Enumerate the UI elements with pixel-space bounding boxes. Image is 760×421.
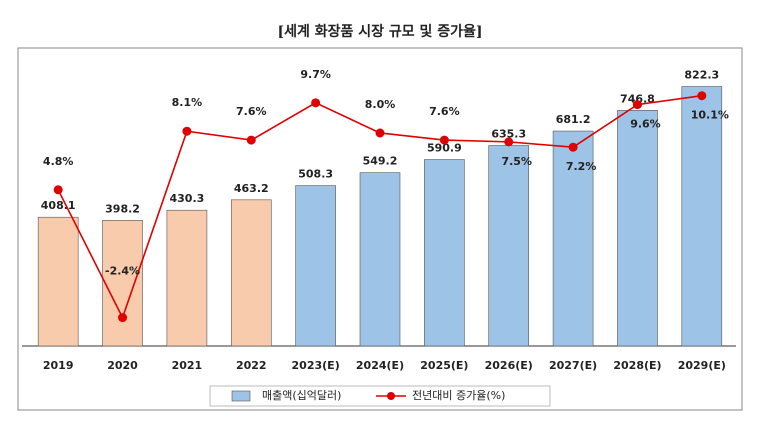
growth-label: 8.1% [172,96,203,109]
growth-label: 7.6% [236,105,267,118]
bar [359,172,401,347]
growth-point [53,185,63,195]
bar-value-label: 822.3 [684,69,719,82]
growth-point [697,91,707,101]
bar-value-label: 398.2 [105,202,140,215]
legend: 매출액(십억달러) 전년대비 증가율(%) [209,385,551,407]
growth-point [311,98,321,108]
growth-label: 4.8% [43,155,74,168]
bar [681,86,723,347]
x-tick-label: 2022 [236,359,267,372]
growth-point [568,142,578,152]
bar [166,209,208,347]
x-tick-label: 2019 [43,359,74,372]
legend-label: 전년대비 증가율(%) [412,389,505,402]
x-tick-label: 2023(E) [292,359,340,372]
growth-label: 7.5% [501,155,532,168]
bar-value-label: 508.3 [298,168,333,181]
growth-point [246,135,256,145]
x-tick-label: 2029(E) [678,359,726,372]
growth-point [118,313,128,323]
bar-value-label: 681.2 [556,113,591,126]
plot-frame [17,47,743,411]
x-tick-label: 2027(E) [549,359,597,372]
bar [37,216,79,347]
x-tick-label: 2026(E) [485,359,533,372]
growth-label: 9.7% [300,68,331,81]
legend-swatch [387,392,395,400]
chart-title: [세계 화장품 시장 규모 및 증가율] [277,23,482,40]
bar-value-label: 430.3 [170,192,205,205]
bar-value-label: 590.9 [427,142,462,155]
legend-label: 매출액(십억달러) [262,389,341,402]
growth-label: 8.0% [365,98,396,111]
growth-point [504,137,514,147]
legend-frame [209,385,551,407]
bar [424,159,465,347]
growth-point [439,135,449,145]
bar-value-label: 635.3 [491,128,526,141]
x-tick-label: 2025(E) [420,359,468,372]
x-tick-label: 2020 [107,359,138,372]
growth-label: 7.2% [566,160,597,173]
bar-value-label: 463.2 [234,182,269,195]
growth-label: -2.4% [105,265,140,278]
bar [230,199,272,347]
bar-value-label: 746.8 [620,92,655,105]
x-tick-label: 2021 [172,359,203,372]
growth-label: 9.6% [630,118,661,131]
bar [617,110,658,347]
bar [488,145,530,347]
bar [102,220,143,347]
x-tick-label: 2028(E) [613,359,661,372]
bar-value-label: 549.2 [363,155,398,168]
x-tick-label: 2024(E) [356,359,404,372]
growth-point [375,128,385,138]
growth-label: 10.1% [691,109,729,122]
growth-point [632,100,642,110]
bar [295,185,336,347]
legend-swatch [231,390,251,402]
growth-point [182,126,192,136]
bar [552,130,594,347]
growth-label: 7.6% [429,105,460,118]
bar-value-label: 408.1 [41,199,76,212]
